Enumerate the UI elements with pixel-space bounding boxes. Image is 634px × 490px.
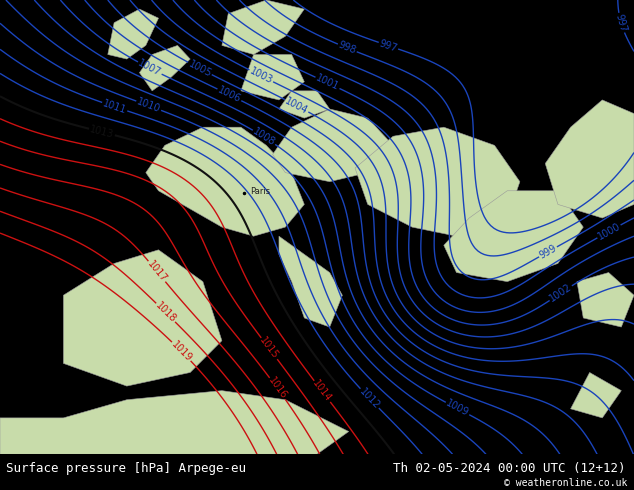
Text: 1003: 1003 — [248, 66, 275, 86]
Text: 1019: 1019 — [169, 339, 193, 364]
Polygon shape — [241, 54, 304, 100]
Text: 1004: 1004 — [283, 96, 310, 116]
Text: Paris: Paris — [250, 187, 271, 196]
Polygon shape — [0, 391, 349, 454]
Text: 998: 998 — [337, 40, 358, 56]
Polygon shape — [444, 191, 583, 282]
Text: 1013: 1013 — [89, 124, 115, 140]
Polygon shape — [108, 9, 158, 59]
Polygon shape — [273, 109, 393, 182]
Text: 997: 997 — [614, 13, 628, 33]
Text: Th 02-05-2024 00:00 UTC (12+12): Th 02-05-2024 00:00 UTC (12+12) — [393, 462, 626, 475]
Polygon shape — [139, 46, 190, 91]
Polygon shape — [146, 127, 304, 236]
Text: 1018: 1018 — [153, 300, 178, 325]
Text: 1006: 1006 — [216, 85, 243, 105]
Polygon shape — [571, 372, 621, 418]
Text: 1012: 1012 — [358, 386, 382, 411]
Text: 1009: 1009 — [444, 398, 470, 418]
Text: 997: 997 — [378, 38, 399, 53]
Text: 1001: 1001 — [314, 73, 340, 93]
Text: 1007: 1007 — [136, 58, 163, 78]
Text: 1016: 1016 — [266, 376, 288, 401]
Text: © weatheronline.co.uk: © weatheronline.co.uk — [504, 478, 628, 488]
Text: 999: 999 — [538, 243, 559, 261]
Text: 1014: 1014 — [311, 379, 333, 404]
Polygon shape — [577, 272, 634, 327]
Text: 1008: 1008 — [251, 126, 277, 148]
Polygon shape — [545, 100, 634, 218]
Polygon shape — [279, 91, 330, 118]
Text: Surface pressure [hPa] Arpege-eu: Surface pressure [hPa] Arpege-eu — [6, 462, 247, 475]
Text: 1005: 1005 — [186, 58, 213, 79]
Text: 1002: 1002 — [548, 282, 574, 304]
Text: 1011: 1011 — [101, 98, 128, 115]
Polygon shape — [355, 127, 520, 236]
Text: 1015: 1015 — [258, 336, 281, 362]
Text: 1010: 1010 — [136, 97, 162, 115]
Text: 1017: 1017 — [145, 259, 169, 284]
Polygon shape — [63, 250, 222, 386]
Text: 1000: 1000 — [596, 221, 622, 242]
Polygon shape — [222, 0, 304, 54]
Polygon shape — [279, 236, 342, 327]
